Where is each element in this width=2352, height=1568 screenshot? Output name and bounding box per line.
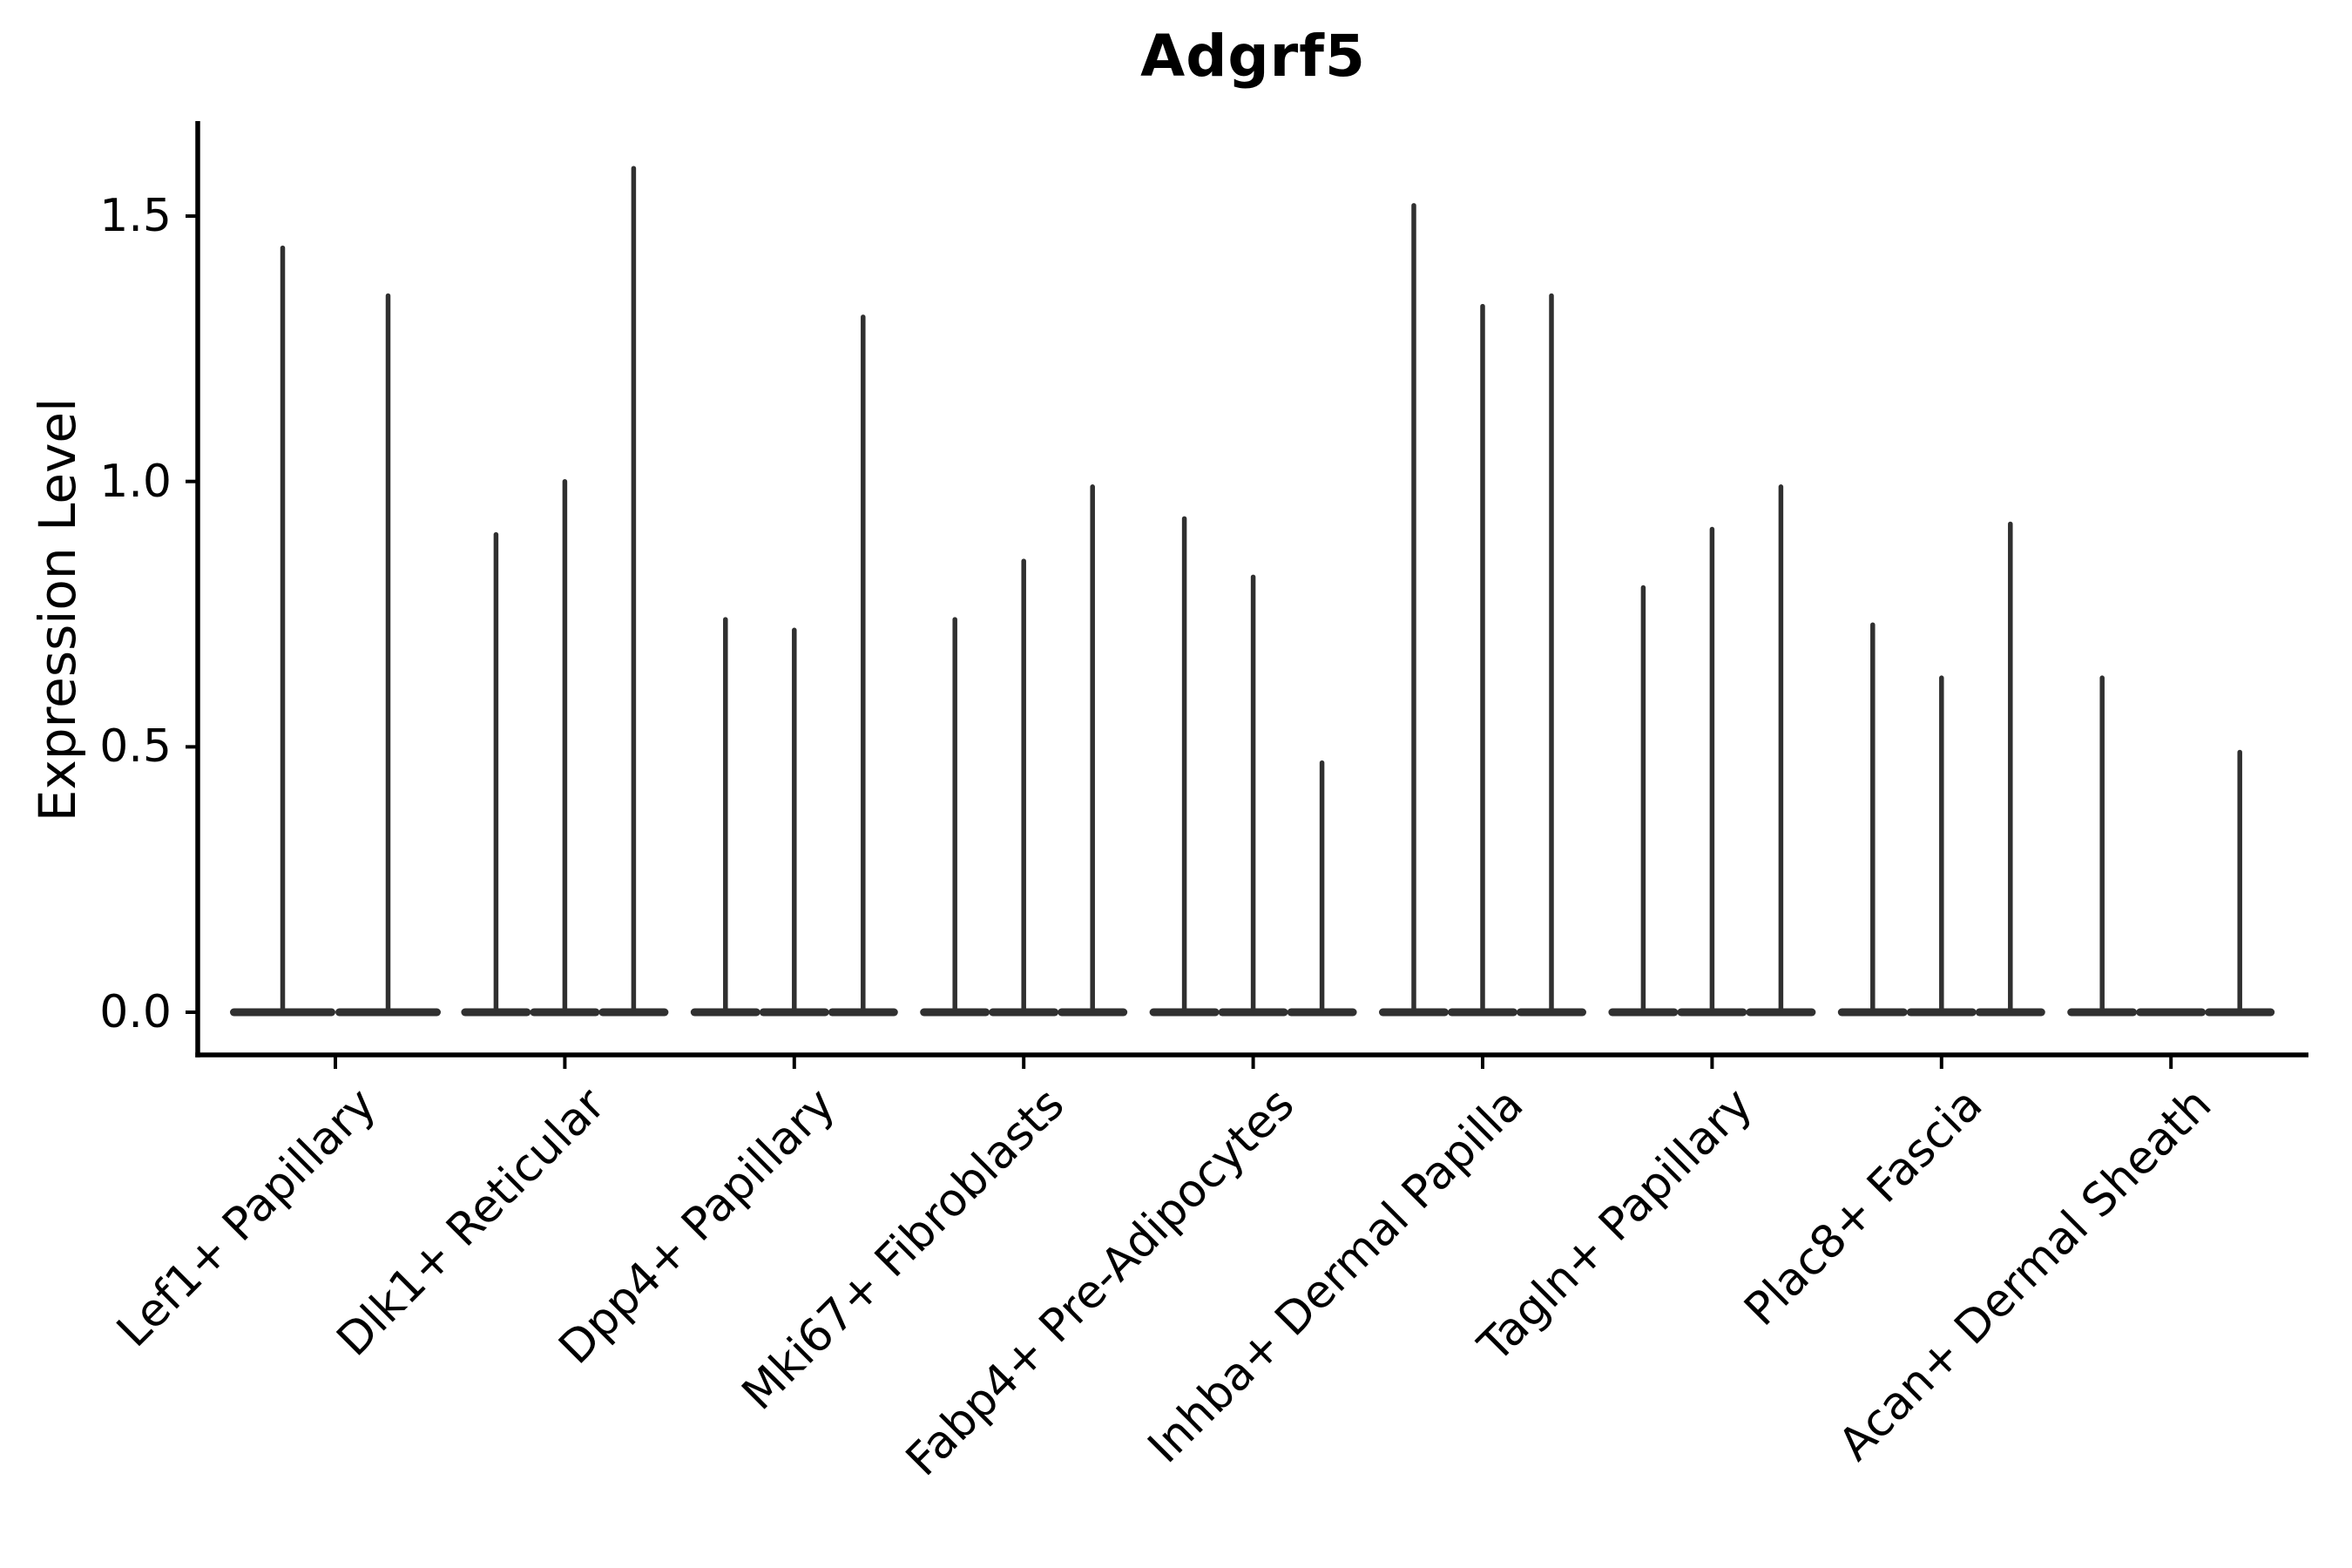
page-title: Adgrf5 [1140, 23, 1366, 90]
y-axis-label: Expression Level [28, 397, 87, 822]
violin-body [2136, 1008, 2207, 1017]
y-tick-label: 0.5 [99, 720, 172, 774]
y-tick-label: 1.5 [99, 190, 172, 243]
y-tick-label: 0.0 [99, 986, 172, 1038]
y-tick-label: 1.0 [99, 455, 172, 508]
